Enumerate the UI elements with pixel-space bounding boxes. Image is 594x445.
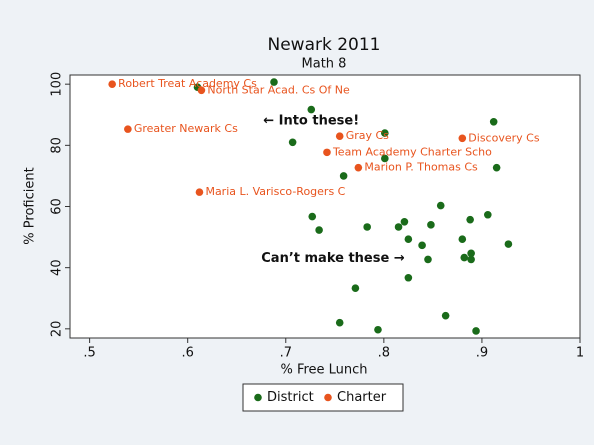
point xyxy=(339,172,348,180)
point xyxy=(124,125,132,133)
point xyxy=(458,235,467,244)
point xyxy=(489,117,498,126)
point-label: Robert Treat Academy Cs xyxy=(118,77,257,90)
point xyxy=(394,223,403,231)
point-label: North Star Acad. Cs Of Ne xyxy=(207,83,350,96)
point xyxy=(436,201,445,210)
chart-title: Newark 2011 xyxy=(268,35,381,55)
point xyxy=(441,311,450,320)
x-axis-title: % Free Lunch xyxy=(280,363,367,378)
point xyxy=(404,273,413,282)
y-tick-label: 60 xyxy=(50,198,65,215)
point xyxy=(467,249,475,258)
point xyxy=(466,215,474,224)
point xyxy=(404,235,413,244)
x-tick-label: .9 xyxy=(476,346,488,361)
point-label: Maria L. Varisco-Rogers C xyxy=(205,185,345,198)
y-axis-title: % Proficient xyxy=(23,167,38,244)
point xyxy=(197,86,206,95)
point xyxy=(472,327,480,335)
y-tick-label: 20 xyxy=(50,321,65,338)
x-tick-label: .5 xyxy=(83,346,95,361)
point xyxy=(374,325,382,334)
legend-box xyxy=(242,383,404,412)
legend-label: Charter xyxy=(337,390,387,405)
annotation: Can’t make these → xyxy=(261,251,405,266)
chart-subtitle: Math 8 xyxy=(302,57,347,72)
y-tick-label: 80 xyxy=(50,137,65,154)
point xyxy=(108,80,116,88)
point xyxy=(418,241,426,250)
point xyxy=(308,212,317,221)
point xyxy=(400,217,409,226)
point xyxy=(270,78,278,86)
point xyxy=(424,255,432,264)
y-tick-label: 100 xyxy=(50,72,65,97)
legend-marker xyxy=(324,393,332,402)
point xyxy=(335,132,344,140)
point-label: Gray Cs xyxy=(346,129,389,142)
point xyxy=(354,163,363,172)
point xyxy=(492,163,501,172)
point xyxy=(467,255,475,264)
x-tick-label: .6 xyxy=(181,346,193,361)
y-tick-label: 40 xyxy=(50,259,65,276)
point-label: Greater Newark Cs xyxy=(134,122,238,135)
point xyxy=(484,210,492,219)
point xyxy=(363,223,371,231)
point-label: Discovery Cs xyxy=(468,131,540,144)
point xyxy=(195,188,204,196)
x-tick-label: .7 xyxy=(280,346,292,361)
point xyxy=(381,154,389,163)
point xyxy=(307,105,316,114)
point xyxy=(323,148,331,157)
x-tick-label: 1 xyxy=(576,346,584,361)
point-label: Team Academy Charter Scho xyxy=(332,145,492,158)
x-tick-label: .8 xyxy=(378,346,390,361)
point xyxy=(427,221,435,229)
point-label: Marion P. Thomas Cs xyxy=(364,161,478,174)
point xyxy=(315,226,323,234)
point xyxy=(335,318,344,327)
point xyxy=(460,253,469,262)
legend-label: District xyxy=(267,390,314,405)
point xyxy=(351,284,360,292)
point xyxy=(381,129,389,137)
point xyxy=(288,138,297,147)
legend-marker xyxy=(254,393,262,402)
annotation: ← Into these! xyxy=(263,113,359,128)
point xyxy=(504,240,513,248)
point xyxy=(458,134,467,143)
